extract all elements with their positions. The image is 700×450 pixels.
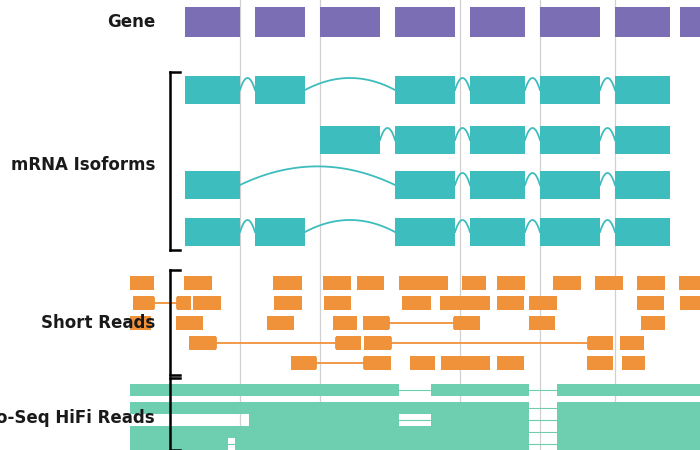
Bar xyxy=(587,356,612,370)
Bar xyxy=(540,76,600,104)
Bar xyxy=(640,316,665,330)
Bar xyxy=(130,402,528,414)
Text: Gene: Gene xyxy=(106,13,155,31)
Bar xyxy=(193,296,220,310)
Bar xyxy=(234,438,528,450)
Bar xyxy=(267,316,294,330)
Bar xyxy=(466,356,490,370)
Bar xyxy=(130,438,228,450)
Bar xyxy=(185,76,240,104)
Bar xyxy=(637,276,665,290)
Bar xyxy=(364,336,391,350)
Bar xyxy=(497,356,524,370)
Bar xyxy=(336,336,360,350)
Bar xyxy=(332,316,357,330)
Bar xyxy=(357,276,384,290)
Bar xyxy=(615,171,670,199)
Bar xyxy=(130,426,528,438)
Bar xyxy=(320,7,380,37)
Text: Iso-Seq HiFi Reads: Iso-Seq HiFi Reads xyxy=(0,409,155,427)
Bar xyxy=(528,296,556,310)
Bar xyxy=(680,7,700,37)
Bar xyxy=(395,126,455,154)
Bar xyxy=(323,276,351,290)
Bar xyxy=(274,296,302,310)
Bar xyxy=(395,76,455,104)
Bar xyxy=(130,316,150,330)
Bar xyxy=(540,7,600,37)
Bar xyxy=(620,336,644,350)
Bar xyxy=(556,438,700,450)
Bar xyxy=(402,296,430,310)
Bar xyxy=(130,384,399,396)
Bar xyxy=(615,7,670,37)
Bar xyxy=(410,356,435,370)
Bar xyxy=(189,336,216,350)
Bar xyxy=(273,276,302,290)
Bar xyxy=(185,171,240,199)
Bar xyxy=(133,296,154,310)
Bar xyxy=(430,414,528,426)
Bar xyxy=(176,316,203,330)
Bar xyxy=(290,356,316,370)
Bar xyxy=(497,276,525,290)
Bar xyxy=(540,171,600,199)
Bar xyxy=(464,296,490,310)
Bar xyxy=(454,316,480,330)
Bar xyxy=(185,218,240,246)
Bar xyxy=(364,356,391,370)
Bar xyxy=(255,7,305,37)
Bar xyxy=(462,276,486,290)
Bar xyxy=(470,218,525,246)
Bar xyxy=(540,126,600,154)
Bar xyxy=(324,296,351,310)
Bar xyxy=(556,414,700,426)
Bar xyxy=(553,276,581,290)
Bar xyxy=(679,276,700,290)
Bar xyxy=(395,7,455,37)
Bar xyxy=(430,384,528,396)
Bar xyxy=(395,171,455,199)
Bar xyxy=(184,276,212,290)
Bar xyxy=(615,76,670,104)
Bar xyxy=(130,276,154,290)
Bar xyxy=(556,402,700,414)
Bar xyxy=(363,316,389,330)
Bar xyxy=(470,126,525,154)
Text: Short Reads: Short Reads xyxy=(41,314,155,332)
Bar xyxy=(595,276,623,290)
Bar xyxy=(528,316,555,330)
Bar xyxy=(556,384,700,396)
Bar xyxy=(440,296,468,310)
Bar xyxy=(395,218,455,246)
Bar xyxy=(615,218,670,246)
Bar xyxy=(399,276,448,290)
Bar xyxy=(470,171,525,199)
Bar xyxy=(588,336,612,350)
Bar xyxy=(441,356,467,370)
Bar xyxy=(177,296,191,310)
Bar xyxy=(637,296,664,310)
Bar xyxy=(556,426,700,438)
Bar xyxy=(622,356,645,370)
Bar xyxy=(185,7,240,37)
Bar xyxy=(470,7,525,37)
Bar xyxy=(540,218,600,246)
Bar xyxy=(255,76,305,104)
Bar xyxy=(320,126,380,154)
Text: mRNA Isoforms: mRNA Isoforms xyxy=(10,156,155,174)
Bar xyxy=(470,76,525,104)
Bar xyxy=(248,414,399,426)
Bar xyxy=(615,126,670,154)
Bar xyxy=(497,296,524,310)
Bar xyxy=(680,296,700,310)
Bar xyxy=(255,218,305,246)
